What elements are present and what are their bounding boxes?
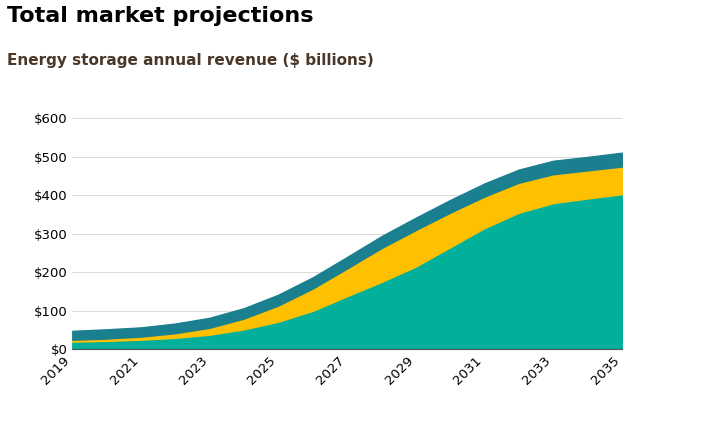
Text: Total market projections: Total market projections [7,6,314,26]
Text: Energy storage annual revenue ($ billions): Energy storage annual revenue ($ billion… [7,53,374,68]
